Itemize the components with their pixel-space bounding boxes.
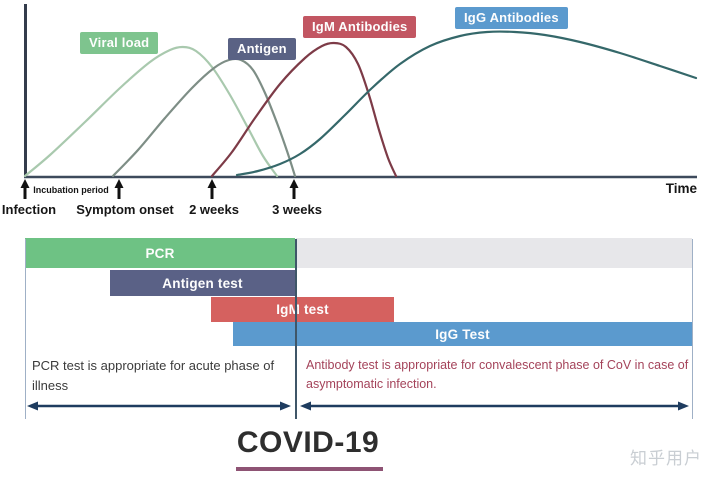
gantt-bar-antigen-test: Antigen test xyxy=(110,270,295,296)
gantt-bar-label-antigen-test: Antigen test xyxy=(162,275,243,291)
axis-marker-label-2-weeks: 2 weeks xyxy=(189,202,239,217)
marker-arrow-head-2-weeks xyxy=(207,179,217,188)
watermark: 知乎用户 xyxy=(630,449,702,468)
gantt-bar-pcr: PCR xyxy=(25,238,295,268)
curve-igg-antibodies xyxy=(235,30,698,177)
curve-badge-igg-antibodies: IgG Antibodies xyxy=(455,7,568,29)
phase-arrow-head-right-1 xyxy=(678,401,689,411)
gantt-bar-label-pcr: PCR xyxy=(145,245,175,261)
marker-arrow-head-3-weeks xyxy=(289,179,299,188)
timeline-curves-chart xyxy=(20,4,698,199)
phase-arrow-head-left-1 xyxy=(300,401,311,411)
gantt-bar-igg-test: IgG Test xyxy=(233,322,692,346)
gantt-bar-label-igm-test: IgM test xyxy=(276,302,329,317)
gantt-bar-pcr-window-extension xyxy=(296,238,692,268)
time-axis-label: Time xyxy=(665,181,697,196)
page-title: COVID-19 xyxy=(236,426,380,459)
curve-badge-viral-load: Viral load xyxy=(80,32,159,54)
curve-badge-igm-antibodies: IgM Antibodies xyxy=(303,16,417,38)
phase-arrow-head-left-0 xyxy=(27,401,38,411)
incubation-period-label: Incubation period xyxy=(33,185,109,195)
axis-marker-label-symptom-onset: Symptom onset xyxy=(76,202,174,217)
title-underline xyxy=(236,467,383,471)
marker-arrow-head-symptom-onset xyxy=(114,179,124,188)
antibody-phase-note: Antibody test is appropriate for convale… xyxy=(306,358,689,392)
gantt-left-border xyxy=(24,239,26,419)
curve-badge-antigen: Antigen xyxy=(228,38,296,60)
phase-arrow-head-right-0 xyxy=(280,401,291,411)
phase-divider-line xyxy=(295,239,297,419)
axis-marker-label-3-weeks: 3 weeks xyxy=(272,202,322,217)
gantt-bar-igm-test: IgM test xyxy=(211,297,394,322)
gantt-bar-label-igg-test: IgG Test xyxy=(435,326,490,342)
axis-marker-label-infection: Infection xyxy=(1,202,57,217)
marker-arrow-head-infection xyxy=(20,179,30,188)
curve-igm-antibodies xyxy=(210,41,398,178)
gantt-right-border xyxy=(691,239,693,419)
pcr-phase-note: PCR test is appropriate for acute phase … xyxy=(32,358,275,394)
